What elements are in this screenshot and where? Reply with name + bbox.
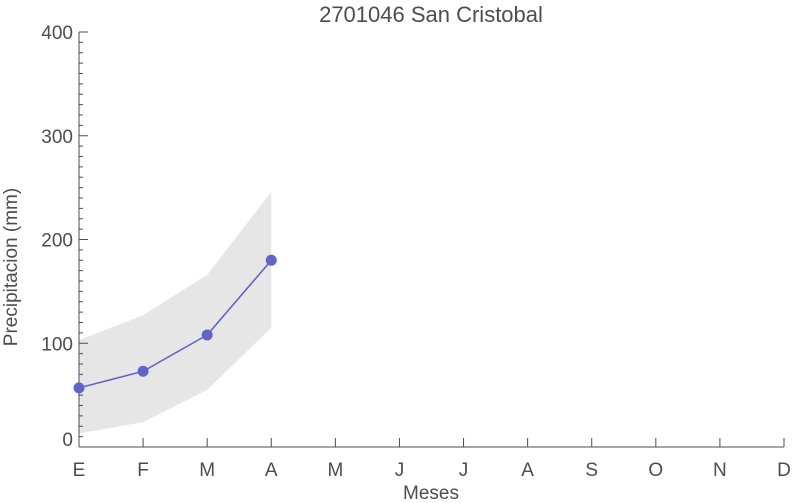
- x-tick-label: O: [648, 460, 663, 481]
- tick-labels: 0 100 200 300 400 E F M A M J J A S O N D: [41, 23, 791, 481]
- x-tick-label: N: [713, 460, 727, 481]
- x-tick-label: A: [265, 460, 278, 481]
- y-tick-label: 100: [41, 334, 73, 355]
- x-tick-label: E: [73, 460, 86, 481]
- y-tick-label: 200: [41, 231, 73, 252]
- data-point: [265, 254, 277, 266]
- x-tick-label: M: [327, 460, 343, 481]
- range-band: [79, 191, 272, 434]
- y-tick-label: 300: [41, 127, 73, 148]
- x-tick-label: J: [459, 460, 469, 481]
- x-tick-label: M: [199, 460, 215, 481]
- series-line: [78, 259, 272, 389]
- data-point: [137, 365, 149, 377]
- x-axis-label: Meses: [403, 483, 459, 503]
- series-points: [73, 254, 277, 394]
- data-point: [201, 329, 213, 341]
- series-polyline: [78, 259, 272, 389]
- y-tick-label: 0: [62, 430, 73, 451]
- x-tick-label: F: [137, 460, 149, 481]
- axes: [78, 31, 785, 448]
- x-tick-label: S: [585, 460, 598, 481]
- y-tick-label: 400: [41, 23, 73, 44]
- x-tick-label: J: [395, 460, 405, 481]
- data-point: [73, 382, 85, 394]
- x-tick-label: A: [521, 460, 534, 481]
- chart-title: 2701046 San Cristobal: [319, 2, 543, 27]
- y-axis-label: Precipitacion (mm): [1, 188, 22, 346]
- range-band-area: [79, 191, 272, 434]
- x-tick-label: D: [777, 460, 791, 481]
